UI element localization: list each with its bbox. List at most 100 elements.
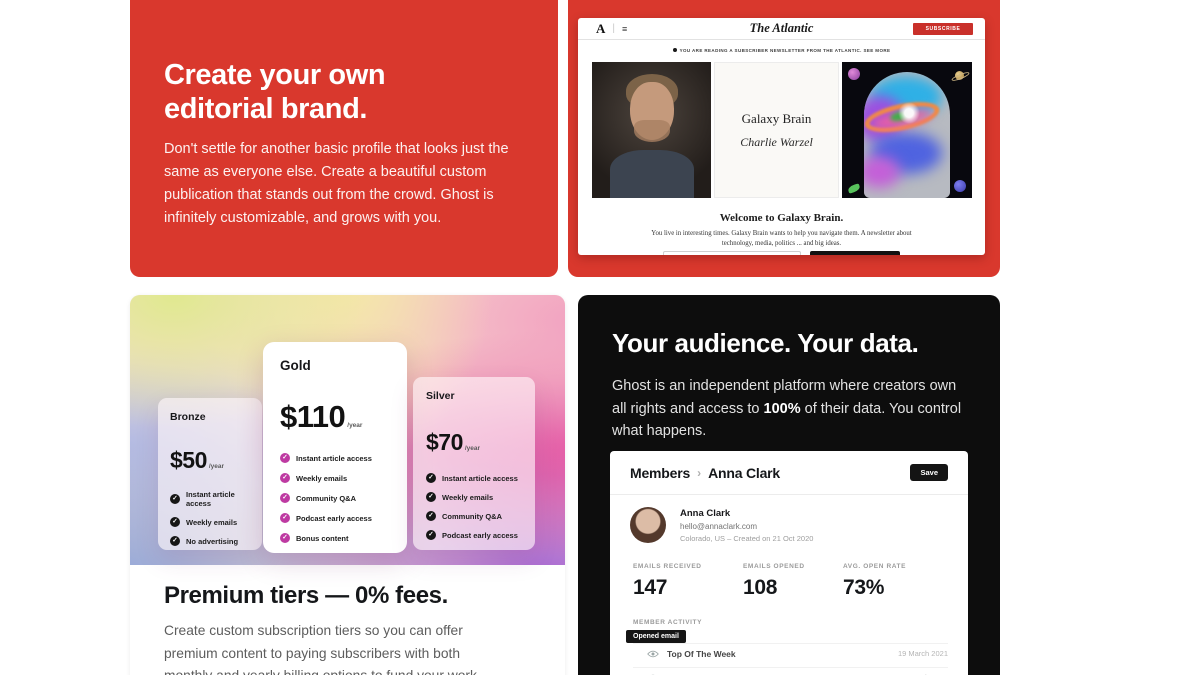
eye-icon — [647, 650, 659, 657]
signup-form: Sign Up For Free — [578, 251, 985, 255]
check-icon: ✓ — [426, 492, 436, 502]
feature-label: Community Q&A — [296, 493, 356, 503]
plan-price: $50 — [170, 447, 207, 473]
hero-row: Galaxy Brain Charlie Warzel — [578, 62, 985, 198]
plan-period: /year — [208, 463, 225, 470]
breadcrumb-members-link[interactable]: Members — [630, 464, 691, 481]
check-icon: ✓ — [280, 453, 290, 463]
feature-item: ✓ Podcast early access — [280, 513, 390, 523]
check-icon: ✓ — [280, 473, 290, 483]
feature-label: Weekly emails — [296, 473, 348, 483]
plan-name: Bronze — [170, 411, 206, 423]
atlantic-browser-screenshot: A | ≡ The Atlantic SUBSCRIBE YOU ARE REA… — [578, 18, 985, 255]
plan-price: $110 — [280, 399, 346, 434]
publication-title: Galaxy Brain — [741, 110, 812, 126]
editorial-heading: Create your own editorial brand. — [164, 59, 386, 125]
plan-price: $70 — [426, 429, 463, 455]
member-avatar — [630, 507, 666, 543]
plan-name: Silver — [426, 390, 455, 402]
atlantic-demo-card: A | ≡ The Atlantic SUBSCRIBE YOU ARE REA… — [568, 0, 1000, 277]
photo-shirt-shape — [610, 150, 694, 198]
member-activity-label: MEMBER ACTIVITY — [633, 619, 703, 626]
check-icon: ✓ — [170, 517, 180, 527]
stat-label: AVG. OPEN RATE — [843, 563, 907, 570]
feature-item: ✓ Instant article access — [170, 490, 250, 508]
breadcrumb: Members › Anna Clark Save — [610, 451, 968, 495]
stat-emails-received: EMAILS RECEIVED 147 — [633, 563, 702, 600]
welcome-heading: Welcome to Galaxy Brain. — [719, 212, 844, 224]
feature-label: Podcast early access — [442, 530, 518, 540]
member-meta: Colorado, US – Created on 21 Oct 2020 — [680, 533, 814, 543]
plan-silver: Silver $70 /year ✓ Instant article access… — [413, 377, 535, 550]
atlantic-header: A | ≡ The Atlantic SUBSCRIBE — [578, 18, 985, 40]
feature-item: ✓ Weekly emails — [280, 473, 390, 483]
feature-item: ✓ Weekly emails — [426, 492, 522, 502]
stat-label: EMAILS OPENED — [743, 563, 805, 570]
stat-value: 108 — [743, 576, 778, 599]
galaxy-core-glow — [898, 102, 920, 124]
feature-item: ✓ Community Q&A — [280, 493, 390, 503]
audience-body-post: of their data. You control what happens. — [612, 400, 962, 440]
galaxy-brain-illustration — [842, 62, 972, 198]
welcome-body: You live in interesting times. Galaxy Br… — [651, 230, 912, 247]
audience-body-bold: 100% — [763, 400, 801, 417]
plan-period: /year — [347, 422, 363, 429]
email-input[interactable] — [663, 251, 801, 255]
activity-title: Top Of The Week — [667, 648, 736, 659]
chevron-right-icon: › — [697, 465, 702, 480]
plan-bronze: Bronze $50 /year ✓ Instant article access… — [158, 398, 262, 550]
feature-label: Community Q&A — [442, 511, 502, 521]
feature-label: Instant article access — [442, 473, 518, 483]
feature-label: No advertising — [186, 536, 239, 546]
check-icon: ✓ — [426, 511, 436, 521]
stat-value: 73% — [843, 576, 885, 599]
saturn-icon — [955, 71, 964, 80]
feature-item: ✓ Community Q&A — [426, 511, 522, 521]
feature-label: Instant article access — [186, 490, 235, 508]
editorial-body: Don't settle for another basic profile t… — [164, 141, 509, 226]
save-button[interactable]: Save — [910, 464, 948, 481]
planet-icon — [954, 180, 966, 192]
plan-name: Gold — [280, 358, 311, 373]
signup-button[interactable]: Sign Up For Free — [810, 251, 900, 255]
check-icon: ✓ — [280, 493, 290, 503]
audience-heading: Your audience. Your data. — [612, 328, 919, 358]
check-icon: ✓ — [280, 533, 290, 543]
stat-label: EMAILS RECEIVED — [633, 563, 702, 570]
tiers-heading: Premium tiers — 0% fees. — [164, 582, 448, 609]
opened-email-tooltip: Opened email — [626, 630, 686, 643]
activity-row[interactable]: Top Of The Week 19 March 2021 — [633, 643, 948, 663]
notice-text: YOU ARE READING A SUBSCRIBER NEWSLETTER … — [679, 47, 891, 53]
feature-label: Weekly emails — [186, 517, 238, 527]
check-icon: ✓ — [426, 473, 436, 483]
tiers-gradient-art: Bronze $50 /year ✓ Instant article access… — [130, 295, 565, 565]
feature-item: ✓ No advertising — [170, 536, 250, 546]
feature-label: Bonus content — [296, 533, 349, 543]
stat-avg-open-rate: AVG. OPEN RATE 73% — [843, 563, 906, 600]
members-admin-screenshot: Members › Anna Clark Save Anna Clark hel… — [610, 451, 968, 675]
premium-tiers-card: Bronze $50 /year ✓ Instant article access… — [130, 295, 565, 675]
feature-label: Weekly emails — [442, 492, 494, 502]
divider: | — [612, 23, 615, 34]
nebula-shape — [864, 156, 900, 188]
notice-dot-icon — [672, 48, 677, 52]
planet-icon — [848, 68, 860, 80]
member-email: hello@annaclark.com — [680, 521, 758, 531]
subscribe-button[interactable]: SUBSCRIBE — [913, 23, 973, 35]
audience-body-pre: Ghost is an independent platform where c… — [612, 378, 957, 417]
breadcrumb-current: Anna Clark — [708, 464, 780, 481]
activity-row[interactable]: Causes, Poets, Films, Books, Blurs 12 Ma… — [633, 667, 948, 675]
feature-item: ✓ Instant article access — [280, 453, 390, 463]
activity-title: Causes, Poets, Films, Books, Blurs — [667, 673, 809, 675]
atlantic-logo: A — [596, 20, 606, 36]
activity-date: 12 March 2021 — [898, 673, 948, 675]
check-icon: ✓ — [280, 513, 290, 523]
feature-item: ✓ Instant article access — [426, 473, 522, 483]
menu-icon[interactable]: ≡ — [622, 23, 629, 34]
publication-author: Charlie Warzel — [740, 134, 813, 149]
stat-value: 147 — [633, 576, 668, 599]
check-icon: ✓ — [170, 494, 180, 504]
feature-label: Podcast early access — [296, 513, 372, 523]
atlantic-masthead: The Atlantic — [749, 21, 814, 35]
